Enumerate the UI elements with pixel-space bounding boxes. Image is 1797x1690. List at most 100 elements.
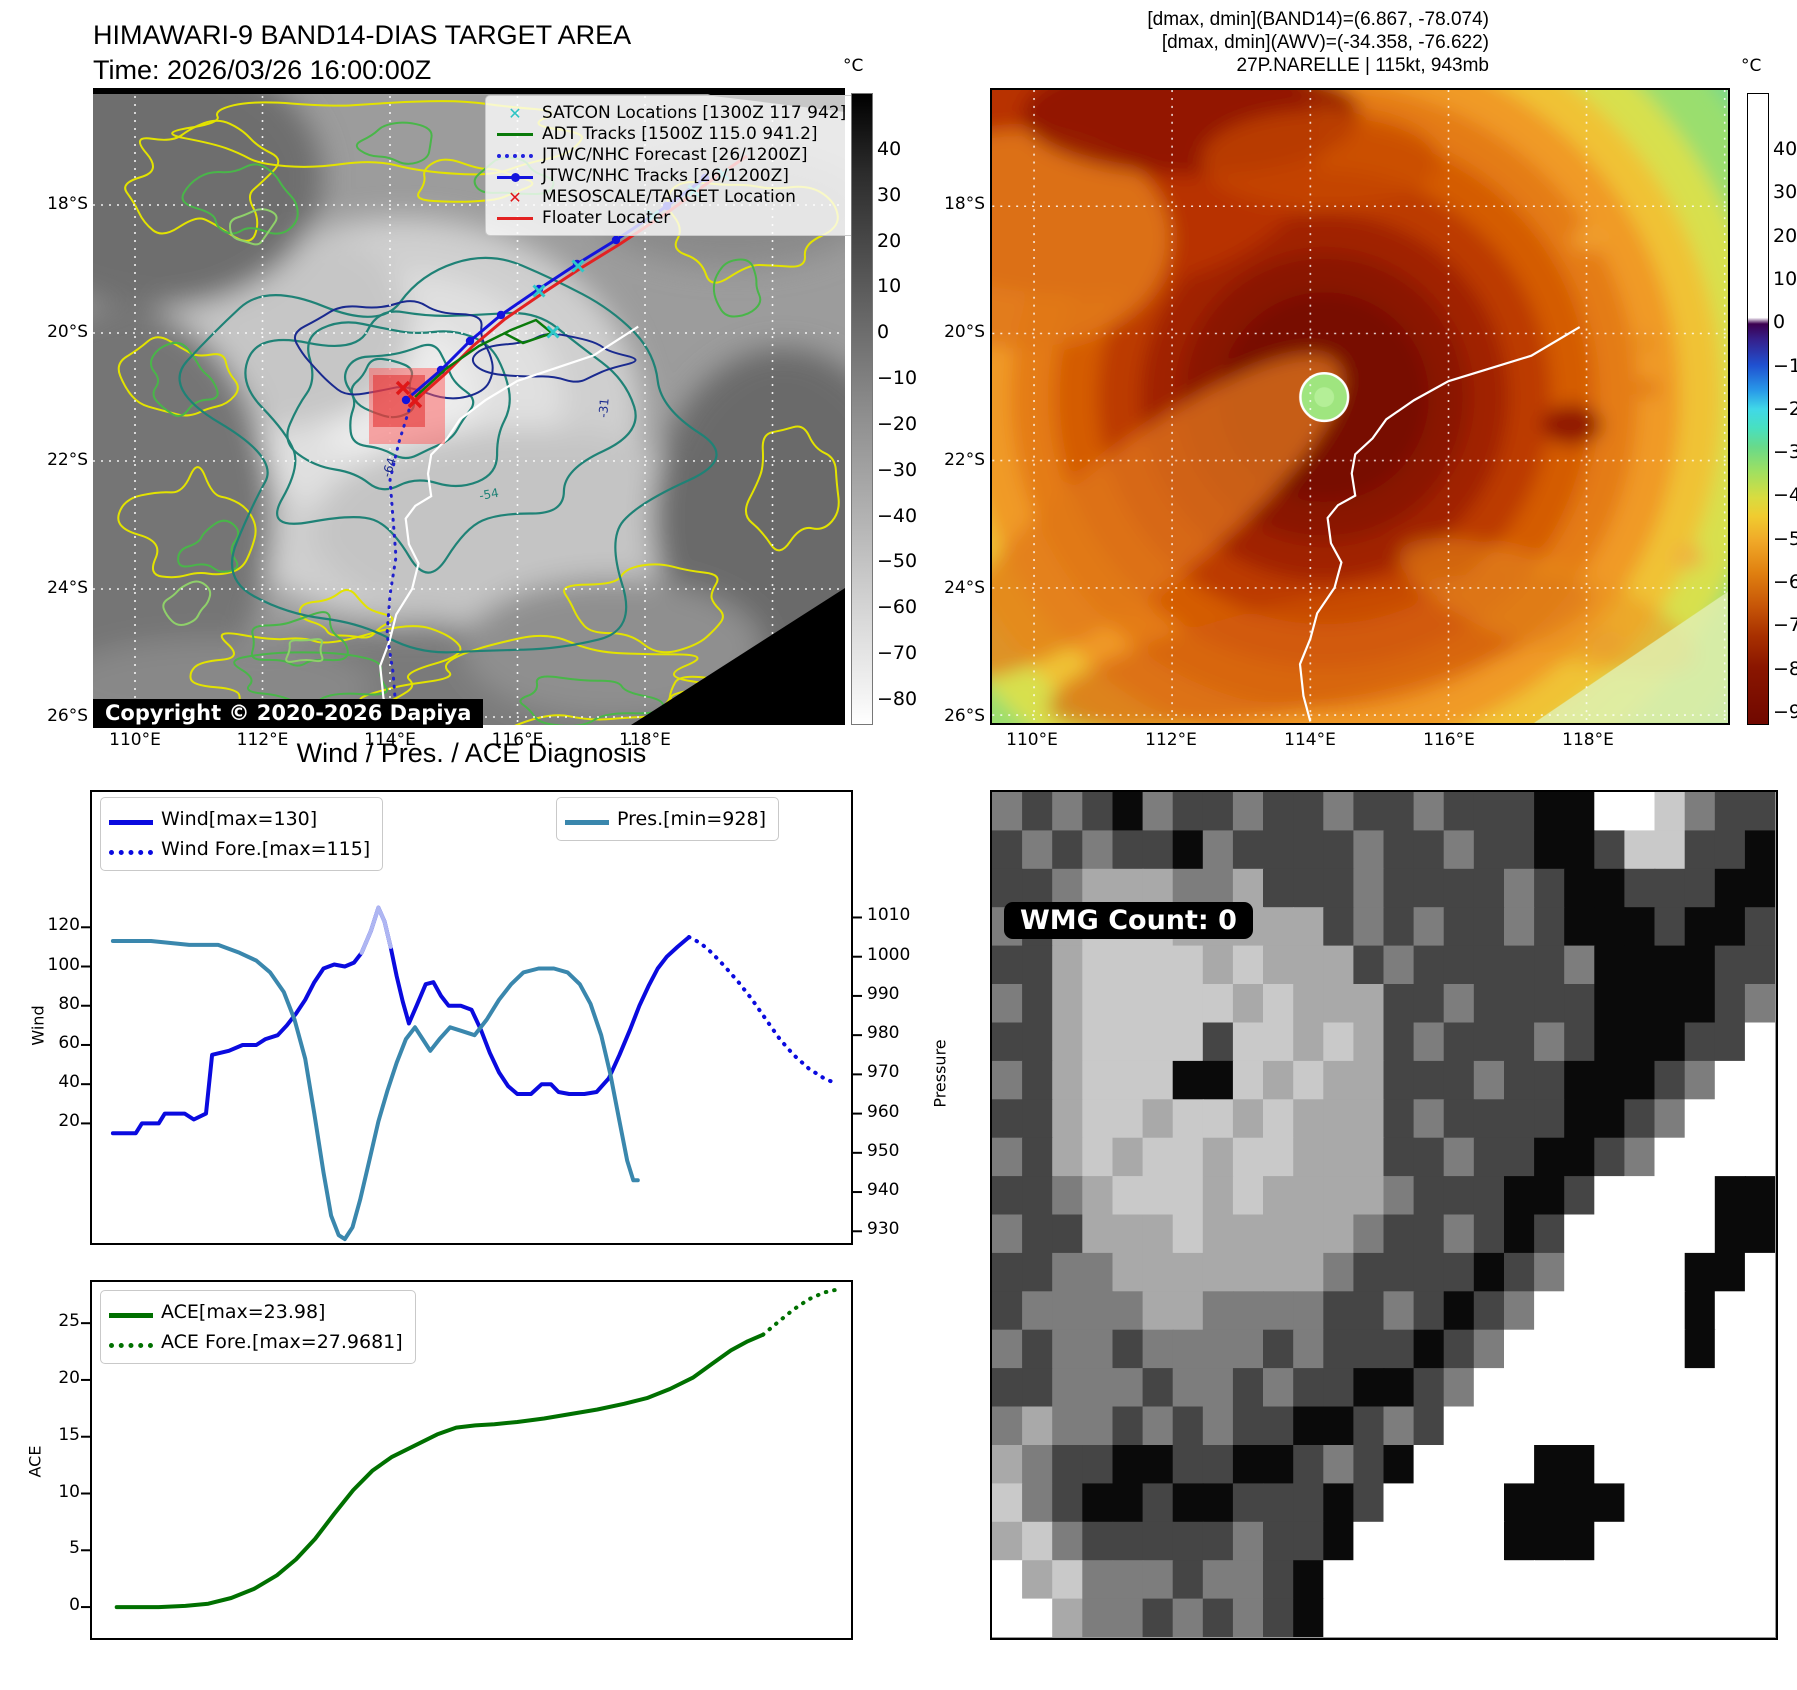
wmg-cell <box>1293 1368 1325 1408</box>
wmg-cell <box>1443 1445 1475 1484</box>
wmg-cell <box>1202 1406 1234 1446</box>
contour-value-label: -54 <box>478 486 500 503</box>
g <box>823 0 1797 894</box>
wmg-cell <box>1443 1329 1475 1369</box>
wmg-cell <box>1323 868 1355 908</box>
wmg-cell <box>1082 1022 1114 1062</box>
wmg-cell <box>1353 1214 1385 1254</box>
wmg-cell <box>1714 1291 1746 1331</box>
wmg-cell <box>1172 1329 1204 1369</box>
wmg-cell <box>1383 868 1415 908</box>
wmg-cell <box>1624 868 1656 908</box>
wmg-cell <box>1624 1560 1656 1600</box>
wmg-cell <box>1383 1483 1415 1523</box>
wmg-cell <box>1443 1214 1475 1254</box>
wmg-cell <box>1112 830 1144 870</box>
colorbar-left-tick: −80 <box>877 687 918 710</box>
wmg-cell <box>1383 1329 1415 1369</box>
wmg-cell <box>992 1252 1023 1292</box>
ir-contour <box>344 343 475 460</box>
line-sample-icon <box>494 217 536 220</box>
wmg-cell <box>1082 945 1114 985</box>
wmg-cell <box>1534 1214 1566 1254</box>
lon-tick-left: 112°E <box>236 730 289 750</box>
wmg-cell <box>1082 1214 1114 1254</box>
wmg-cell <box>1202 792 1234 831</box>
wmg-cell <box>1624 945 1656 985</box>
y-tick-label-right: 960 <box>867 1101 900 1122</box>
wmg-cell <box>1202 1137 1234 1177</box>
colorbar-right-tick: 20 <box>1773 224 1797 247</box>
wmg-cell <box>1744 1060 1776 1100</box>
wmg-cell <box>1353 1060 1385 1100</box>
lat-tick-right: 20°S <box>944 322 985 342</box>
wmg-cell <box>1082 1252 1114 1292</box>
wmg-cell <box>1142 1560 1174 1600</box>
wmg-cell <box>1232 1406 1264 1446</box>
wmg-cell <box>1293 1521 1325 1561</box>
storm-status: 27P.NARELLE | 115kt, 943mb <box>1236 55 1489 76</box>
chart-title: Wind / Pres. / ACE Diagnosis <box>296 738 647 768</box>
ir-contour <box>250 611 349 667</box>
wmg-cell <box>1594 984 1626 1023</box>
wmg-cell <box>992 1022 1023 1062</box>
wmg-cell <box>1142 1521 1174 1561</box>
wmg-cell <box>1594 1252 1626 1292</box>
chart-legend-label: ACE[max=23.98] <box>161 1301 326 1323</box>
wmg-cell <box>1594 1560 1626 1600</box>
y-tick-label: 40 <box>58 1072 80 1093</box>
wmg-cell <box>1052 1022 1084 1062</box>
wmg-cell <box>1504 1329 1535 1369</box>
copyright-badge: Copyright © 2020-2026 Dapiya <box>93 699 484 728</box>
wmg-cell <box>1473 1060 1505 1100</box>
colorbar-right-tick: 30 <box>1773 181 1797 204</box>
ir-contour <box>563 563 724 654</box>
wmg-cell <box>1624 1406 1656 1446</box>
ir-contour <box>177 519 240 573</box>
wmg-cell <box>1594 1483 1626 1523</box>
wmg-cell <box>1353 868 1385 908</box>
wmg-cell <box>1022 1521 1054 1561</box>
colorbar-left-tick: 20 <box>877 229 902 252</box>
wmg-cell <box>1323 1060 1355 1100</box>
wmg-cell <box>1232 1368 1264 1408</box>
wmg-cell <box>1443 1176 1475 1216</box>
series-Wind[max=130] <box>110 905 691 1136</box>
wmg-cell <box>1473 1483 1505 1523</box>
wmg-cell <box>1112 1022 1144 1062</box>
wmg-cell <box>1022 1483 1054 1523</box>
wmg-cell <box>1112 1060 1144 1100</box>
wmg-cell <box>1323 1598 1355 1638</box>
wmg-cell <box>1142 1483 1174 1523</box>
wmg-cell <box>1624 1137 1656 1177</box>
wmg-cell <box>1443 1252 1475 1292</box>
dotted-line-sample-icon <box>109 838 153 860</box>
wmg-cell <box>1383 1521 1415 1561</box>
wmg-cell <box>1112 984 1144 1023</box>
lat-tick-left: 22°S <box>47 450 88 470</box>
wmg-cell <box>1202 1598 1234 1638</box>
y-tick-label: 10 <box>58 1481 80 1502</box>
colorbar-left-tick: −70 <box>877 642 918 665</box>
ir-speckle <box>1541 405 1602 445</box>
wmg-cell <box>1323 1214 1355 1254</box>
ir-contour <box>117 336 239 417</box>
wmg-cell <box>1353 1099 1385 1139</box>
wmg-cell <box>1744 1137 1776 1177</box>
wmg-cell <box>1684 1329 1716 1369</box>
map-band14: -64 -31 -54 ✕ SATCON Locations [1300Z 117 9… <box>0 48 913 768</box>
wmg-cell <box>1172 1214 1204 1254</box>
wmg-cell <box>1534 907 1566 947</box>
wmg-cell <box>1293 984 1325 1023</box>
wmg-cell <box>1443 907 1475 947</box>
wmg-cell <box>1594 1022 1626 1062</box>
wmg-cell <box>1684 1598 1716 1638</box>
wmg-cell <box>1022 830 1054 870</box>
wmg-cell <box>1353 1176 1385 1216</box>
ir-contour <box>162 580 212 626</box>
wmg-cell <box>1714 1022 1746 1062</box>
wmg-cell <box>1323 1252 1355 1292</box>
wmg-cell <box>1142 1252 1174 1292</box>
colorbar-left-tick: 30 <box>877 183 902 206</box>
wmg-cell <box>1534 1445 1566 1484</box>
